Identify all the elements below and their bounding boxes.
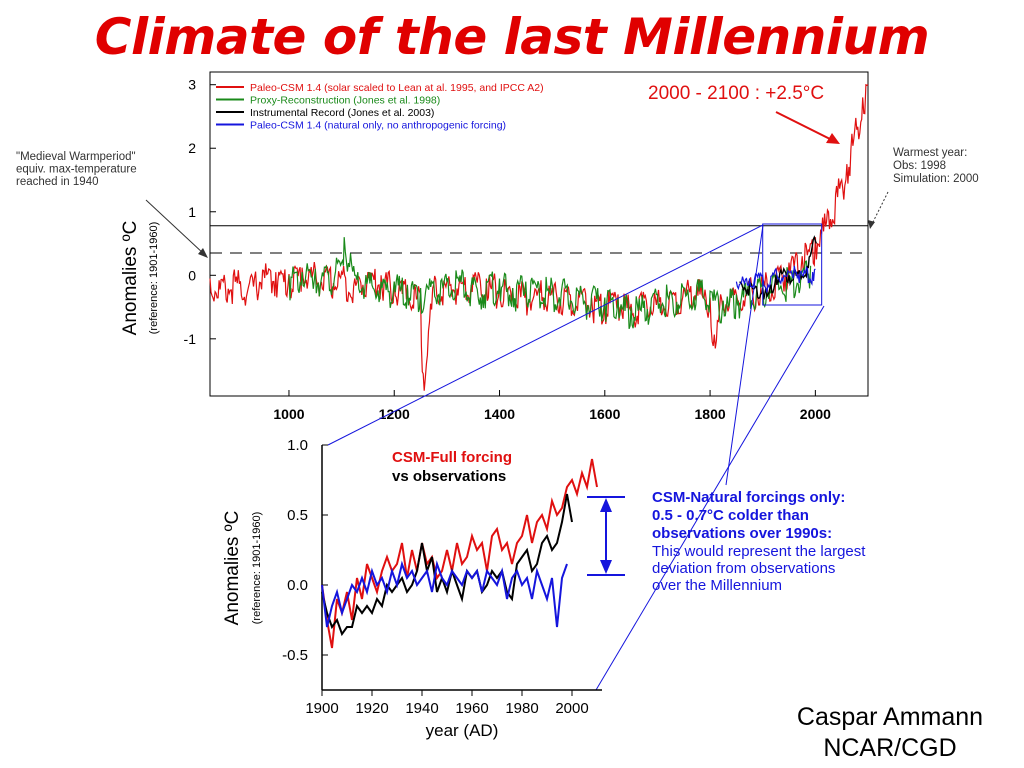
natural-forcing-annotation-bold: 0.5 - 0.7°C colder than [652,507,809,524]
main-legend-label: Paleo-CSM 1.4 (natural only, no anthropo… [250,120,506,132]
natural-forcing-annotation: This would represent the largest [652,543,866,560]
inset-x-tick-label: 1980 [505,700,538,717]
medieval-annotation-line: "Medieval Warmperiod" [16,151,136,163]
main-y-tick-label: 0 [188,267,196,283]
zoom-connector [595,305,825,691]
inset-y-tick-label: 1.0 [287,437,308,454]
main-y-tick-label: 2 [188,140,196,156]
page-title: Climate of the last Millennium [94,8,930,66]
main-y-axis-label: Anomalies ºC [120,221,141,336]
inset-x-tick-label: 1960 [455,700,488,717]
inset-y-tick-label: -0.5 [282,647,308,664]
medieval-arrow-shaft [145,199,205,255]
deviation-arrow-head-up [600,498,612,512]
main-legend-label: Proxy-Reconstruction (Jones et al. 1998) [250,95,440,107]
author-name: Caspar Ammann [796,703,984,731]
main-series-green-line [288,237,812,329]
projection-annotation: 2000 - 2100 : +2.5°C [648,83,824,104]
main-y-tick-label: 3 [188,77,196,93]
inset-x-tick-label: 1940 [405,700,438,717]
natural-forcing-annotation-bold: observations over 1990s: [652,525,832,542]
inset-y-axis-sublabel: (reference: 1901-1960) [251,512,263,625]
warmest-annotation-line: Simulation: 2000 [893,173,979,185]
author-org: NCAR/CGD [823,734,957,762]
zoom-connector [327,224,764,446]
inset-x-tick-label: 1900 [305,700,338,717]
main-plot-frame [209,71,869,397]
inset-y-tick-label: 0.0 [287,577,308,594]
inset-series-black-line [321,493,573,637]
warmest-arrow-head [868,220,875,229]
natural-forcing-annotation: over the Millennium [652,577,782,594]
main-x-tick-label: 1200 [379,406,410,422]
zoom-connector [725,224,764,486]
medieval-annotation-line: equiv. max-temperature [16,164,137,176]
main-y-axis-sublabel: (reference: 1901-1960) [148,222,160,335]
natural-forcing-annotation-bold: CSM-Natural forcings only: [652,489,845,506]
main-y-tick-label: -1 [184,331,197,347]
inset-series-red-line [321,458,598,649]
inset-series-blue-line [321,560,568,628]
main-x-tick-label: 1600 [589,406,620,422]
inset-x-axis-label: year (AD) [426,721,499,740]
main-legend-label: Paleo-CSM 1.4 (solar scaled to Lean at a… [250,82,544,94]
inset-x-tick-label: 1920 [355,700,388,717]
medieval-arrow-head [198,248,208,258]
warmest-annotation-line: Obs: 1998 [893,160,946,172]
inset-x-tick-label: 2000 [555,700,588,717]
main-x-tick-label: 1400 [484,406,515,422]
deviation-arrow-head-down [600,560,612,574]
zoom-box [762,223,823,306]
natural-forcing-annotation: deviation from observations [652,560,835,577]
main-x-tick-label: 1000 [273,406,304,422]
warmest-arrow-shaft [871,191,889,225]
main-x-tick-label: 1800 [695,406,726,422]
warmest-annotation-line: Warmest year: [893,147,967,159]
medieval-annotation-line: reached in 1940 [16,176,98,188]
author-credit: Caspar Ammann NCAR/CGD [760,702,1020,764]
main-legend-label: Instrumental Record (Jones et al. 2003) [250,107,434,119]
projection-arrow-shaft [775,111,833,141]
inset-legend-observations: vs observations [392,468,506,485]
projection-arrow-head [826,133,840,144]
inset-y-tick-label: 0.5 [287,507,308,524]
main-series-blue-line [735,265,816,293]
main-y-tick-label: 1 [188,204,196,220]
main-x-tick-label: 2000 [800,406,831,422]
inset-y-axis-label: Anomalies ºC [222,511,243,626]
inset-legend-full-forcing: CSM-Full forcing [392,449,512,466]
